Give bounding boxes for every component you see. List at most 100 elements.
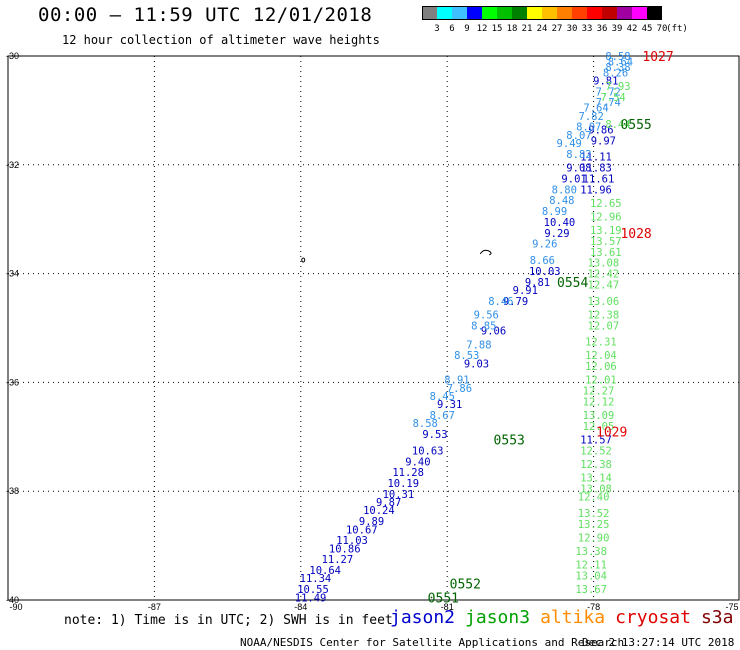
legend-label: 27 bbox=[551, 24, 563, 34]
wave-height-value: 9.81 bbox=[593, 75, 618, 87]
wave-height-value: 10.19 bbox=[387, 478, 419, 490]
wave-height-value: 13.06 bbox=[588, 296, 620, 308]
wave-height-value: 10.40 bbox=[544, 217, 576, 229]
legend-label: 36 bbox=[596, 24, 608, 34]
legend-swatch bbox=[617, 6, 632, 20]
wave-height-value: 12.47 bbox=[588, 279, 620, 291]
legend-label: 18 bbox=[506, 24, 518, 34]
map-frame bbox=[7, 55, 740, 601]
wave-height-value: 9.26 bbox=[532, 239, 557, 251]
legend-label: 15 bbox=[491, 24, 503, 34]
lat-tick-label: -36 bbox=[6, 377, 19, 387]
footer-timestamp: Dec 2 13:27:14 UTC 2018 bbox=[582, 636, 735, 649]
wave-height-value: 8.45 bbox=[430, 391, 455, 403]
wave-height-value: 13.04 bbox=[575, 571, 607, 583]
map-subtitle: 12 hour collection of altimeter wave hei… bbox=[62, 33, 380, 47]
pass-time-label: 0555 bbox=[620, 118, 651, 133]
legend-label: 39 bbox=[611, 24, 623, 34]
lon-tick-label: -87 bbox=[148, 602, 161, 612]
wave-height-value: 12.42 bbox=[588, 269, 620, 281]
legend-swatch bbox=[632, 6, 647, 20]
wave-height-value: 12.52 bbox=[580, 445, 612, 457]
pass-time-label: 0552 bbox=[450, 578, 481, 593]
island-outline bbox=[301, 257, 306, 263]
legend-swatch bbox=[647, 6, 662, 20]
wave-height-value: 11.83 bbox=[580, 163, 612, 175]
map-title: 00:00 – 11:59 UTC 12/01/2018 bbox=[38, 4, 373, 26]
wave-height-value: 13.52 bbox=[578, 508, 610, 520]
legend-swatch bbox=[452, 6, 467, 20]
wave-height-value: 10.55 bbox=[297, 584, 329, 596]
wave-height-value: 9.03 bbox=[464, 358, 489, 370]
legend-label: 21 bbox=[521, 24, 533, 34]
wave-height-value: 12.38 bbox=[580, 459, 612, 471]
legend-swatch bbox=[587, 6, 602, 20]
wave-height-value: 9.29 bbox=[544, 228, 569, 240]
wave-height-value: 12.96 bbox=[590, 211, 622, 223]
wave-height-value: 10.63 bbox=[412, 445, 444, 457]
legend-swatch bbox=[437, 6, 452, 20]
lon-tick-label: -84 bbox=[294, 602, 307, 612]
wave-height-value: 13.19 bbox=[590, 225, 622, 237]
wave-height-value: 7.64 bbox=[583, 103, 608, 115]
wave-height-value: 8.99 bbox=[542, 206, 567, 218]
wave-height-value: 8.66 bbox=[530, 255, 555, 267]
legend-label: 45 bbox=[641, 24, 653, 34]
wave-height-value: 13.14 bbox=[580, 473, 612, 485]
lon-tick-label: -78 bbox=[587, 602, 600, 612]
wave-height-value: 10.67 bbox=[346, 524, 378, 536]
wave-height-value: 7.93 bbox=[605, 81, 630, 93]
wave-height-value: 12.12 bbox=[583, 396, 615, 408]
legend-swatch bbox=[542, 6, 557, 20]
footer-credit: NOAA/NESDIS Center for Satellite Applica… bbox=[240, 636, 625, 649]
legend-label: 33 bbox=[581, 24, 593, 34]
wave-height-value: 12.11 bbox=[575, 560, 607, 572]
legend-swatch bbox=[422, 6, 437, 20]
legend-label: 42 bbox=[626, 24, 638, 34]
wave-height-value: 11.96 bbox=[580, 184, 612, 196]
legend-swatch bbox=[572, 6, 587, 20]
wave-height-value: 8.48 bbox=[549, 195, 574, 207]
legend-label: 3 bbox=[434, 24, 440, 34]
wave-height-value: 13.09 bbox=[583, 410, 615, 422]
wave-height-value: 9.91 bbox=[513, 285, 538, 297]
wave-height-value: 7.74 bbox=[596, 97, 621, 109]
wave-height-value: 8.38 bbox=[605, 62, 630, 74]
wave-height-value: 11.11 bbox=[580, 152, 612, 164]
wave-height-value: 7.88 bbox=[466, 339, 491, 351]
wave-height-value: 12.27 bbox=[583, 386, 615, 398]
lon-tick-label: -75 bbox=[725, 602, 738, 612]
wave-height-value: 8.53 bbox=[454, 350, 479, 362]
legend-label: 30 bbox=[566, 24, 578, 34]
wave-height-value: 11.57 bbox=[580, 435, 612, 447]
units-note: note: 1) Time is in UTC; 2) SWH is in fe… bbox=[64, 613, 393, 628]
wave-height-value: 9.89 bbox=[359, 516, 384, 528]
legend-label: 9 bbox=[464, 24, 470, 34]
legend-label: 12 bbox=[476, 24, 488, 34]
wave-height-value: 9.49 bbox=[557, 138, 582, 150]
legend-swatch bbox=[512, 6, 527, 20]
wave-height-value: 8.46 bbox=[488, 296, 513, 308]
pass-time-label: 0551 bbox=[428, 591, 459, 606]
wave-height-value: 8.91 bbox=[444, 375, 469, 387]
wave-height-value: 8.26 bbox=[603, 67, 628, 79]
wave-height-value: 9.86 bbox=[588, 124, 613, 136]
legend-frame bbox=[422, 6, 662, 20]
satellite-cryosat: cryosat bbox=[615, 607, 691, 628]
legend-swatch bbox=[467, 6, 482, 20]
legend-swatch bbox=[602, 6, 617, 20]
satellite-s3a: s3a bbox=[700, 607, 734, 628]
pass-time-label: 0554 bbox=[557, 276, 588, 291]
legend-label: 70 bbox=[656, 24, 668, 34]
satellite-jason2: jason2 bbox=[390, 607, 456, 628]
wave-height-value: 13.38 bbox=[575, 546, 607, 558]
wave-height-value: 9.56 bbox=[474, 309, 499, 321]
legend-swatch bbox=[557, 6, 572, 20]
wave-height-value: 7.54 bbox=[600, 92, 625, 104]
wave-height-value: 10.31 bbox=[383, 489, 415, 501]
wave-height-value: 13.67 bbox=[575, 584, 607, 596]
wave-height-value: 10.24 bbox=[363, 505, 395, 517]
wave-height-value: 11.28 bbox=[392, 467, 424, 479]
wave-height-value: 13.61 bbox=[590, 247, 622, 259]
